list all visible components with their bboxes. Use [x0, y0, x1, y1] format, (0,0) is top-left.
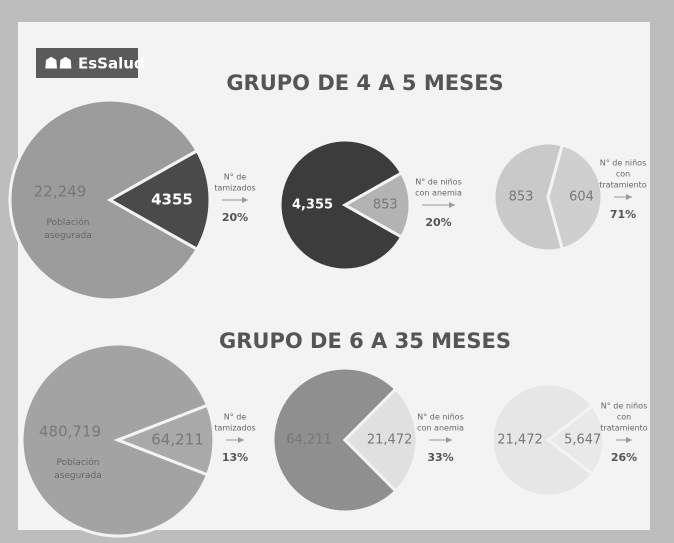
slice-label: 4,355	[292, 198, 333, 213]
annotation: N° de niños	[601, 402, 648, 411]
pie-slice	[113, 403, 216, 477]
annotation: N° de niños	[600, 159, 647, 168]
slice-label: 4355	[151, 191, 193, 209]
rate: 20%	[425, 216, 451, 229]
slice-label: 604	[569, 190, 594, 205]
arrow-head	[446, 437, 452, 443]
group-title: GRUPO DE 4 A 5 MESES	[226, 71, 503, 95]
slice-label: 21,472	[497, 433, 543, 448]
annotation: con	[617, 413, 631, 422]
pie-slice	[8, 98, 200, 302]
logo-box	[36, 48, 138, 78]
slice-category: Población asegurada	[44, 217, 92, 241]
annotation: con anemia	[415, 189, 462, 198]
pie-slice	[546, 143, 604, 251]
pie-slice	[490, 382, 595, 498]
rate: 26%	[611, 451, 637, 464]
arrow-head	[238, 437, 244, 443]
annotation: N° de	[224, 413, 247, 422]
annotation: tratamiento	[600, 424, 648, 433]
arrow-head	[242, 197, 248, 203]
annotation: N° de niños	[415, 178, 462, 187]
slice-label: 853	[509, 190, 534, 205]
pie-slice	[492, 141, 565, 253]
annotation: N° de	[224, 173, 247, 182]
logo: EsSalud	[78, 55, 145, 73]
pie-slice	[342, 386, 419, 494]
rate: 33%	[427, 451, 453, 464]
annotation: N° de niños	[417, 413, 464, 422]
rate: 13%	[222, 451, 248, 464]
pie-slice	[271, 366, 398, 514]
arrow-head	[626, 437, 632, 443]
rate: 20%	[222, 211, 248, 224]
annotation: con	[616, 170, 630, 179]
logo-icon: ☗☗	[44, 54, 73, 73]
slice-label: 21,472	[367, 433, 413, 448]
pie-slice	[341, 170, 412, 240]
arrow-head	[626, 194, 632, 200]
annotation: tratamiento	[599, 181, 647, 190]
slice-label: 64,211	[286, 433, 332, 448]
rate: 71%	[610, 208, 636, 221]
slice-category: Población asegurada	[54, 457, 102, 481]
slice-label: 64,211	[151, 431, 204, 449]
annotation: con anemia	[417, 424, 464, 433]
slice-label: 22,249	[34, 183, 87, 201]
pie-slice	[278, 138, 404, 272]
annotation: tamizados	[214, 424, 255, 433]
arrow-head	[449, 202, 455, 208]
group-title: GRUPO DE 6 A 35 MESES	[219, 329, 511, 353]
slice-label: 853	[373, 198, 398, 213]
slice-label: 480,719	[39, 423, 101, 441]
slice-label: 5,647	[564, 433, 601, 448]
annotation: tamizados	[214, 184, 255, 193]
pie-slice	[106, 148, 212, 252]
pie-slice	[545, 403, 606, 477]
